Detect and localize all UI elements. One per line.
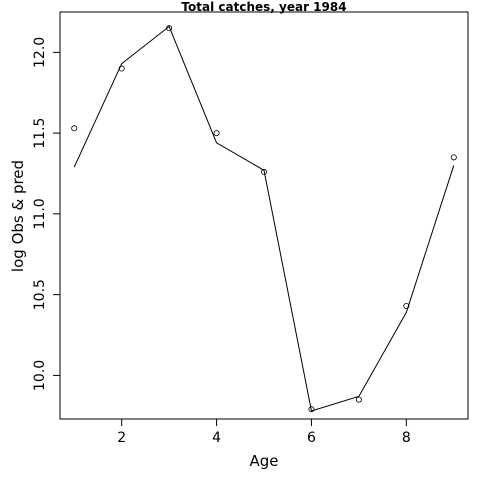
y-tick-label: 12.0 [32, 37, 48, 68]
x-tick-label: 6 [307, 430, 316, 446]
y-tick-label: 10.0 [32, 360, 48, 391]
x-tick-label: 8 [402, 430, 411, 446]
plot-frame [59, 11, 469, 420]
y-tick-label: 10.5 [32, 279, 48, 310]
y-tick-label: 11.5 [32, 118, 48, 149]
chart-title: Total catches, year 1984 [181, 0, 346, 14]
predicted-line [73, 25, 455, 412]
x-tick-label: 4 [212, 430, 221, 446]
y-axis: 10.0 10.5 11.0 11.5 12.0 [32, 37, 61, 391]
observed-point [450, 154, 457, 161]
series-layer [71, 25, 457, 413]
observed-point [260, 168, 267, 175]
observed-point [355, 396, 362, 403]
x-axis: 2 4 6 8 [117, 418, 411, 446]
x-axis-label: Age [249, 452, 278, 470]
y-axis-label: log Obs & pred [9, 160, 27, 272]
observed-point [213, 130, 220, 137]
y-tick-label: 11.0 [32, 198, 48, 229]
x-tick-label: 2 [117, 430, 126, 446]
observed-point [71, 125, 78, 132]
observed-point [308, 406, 315, 413]
